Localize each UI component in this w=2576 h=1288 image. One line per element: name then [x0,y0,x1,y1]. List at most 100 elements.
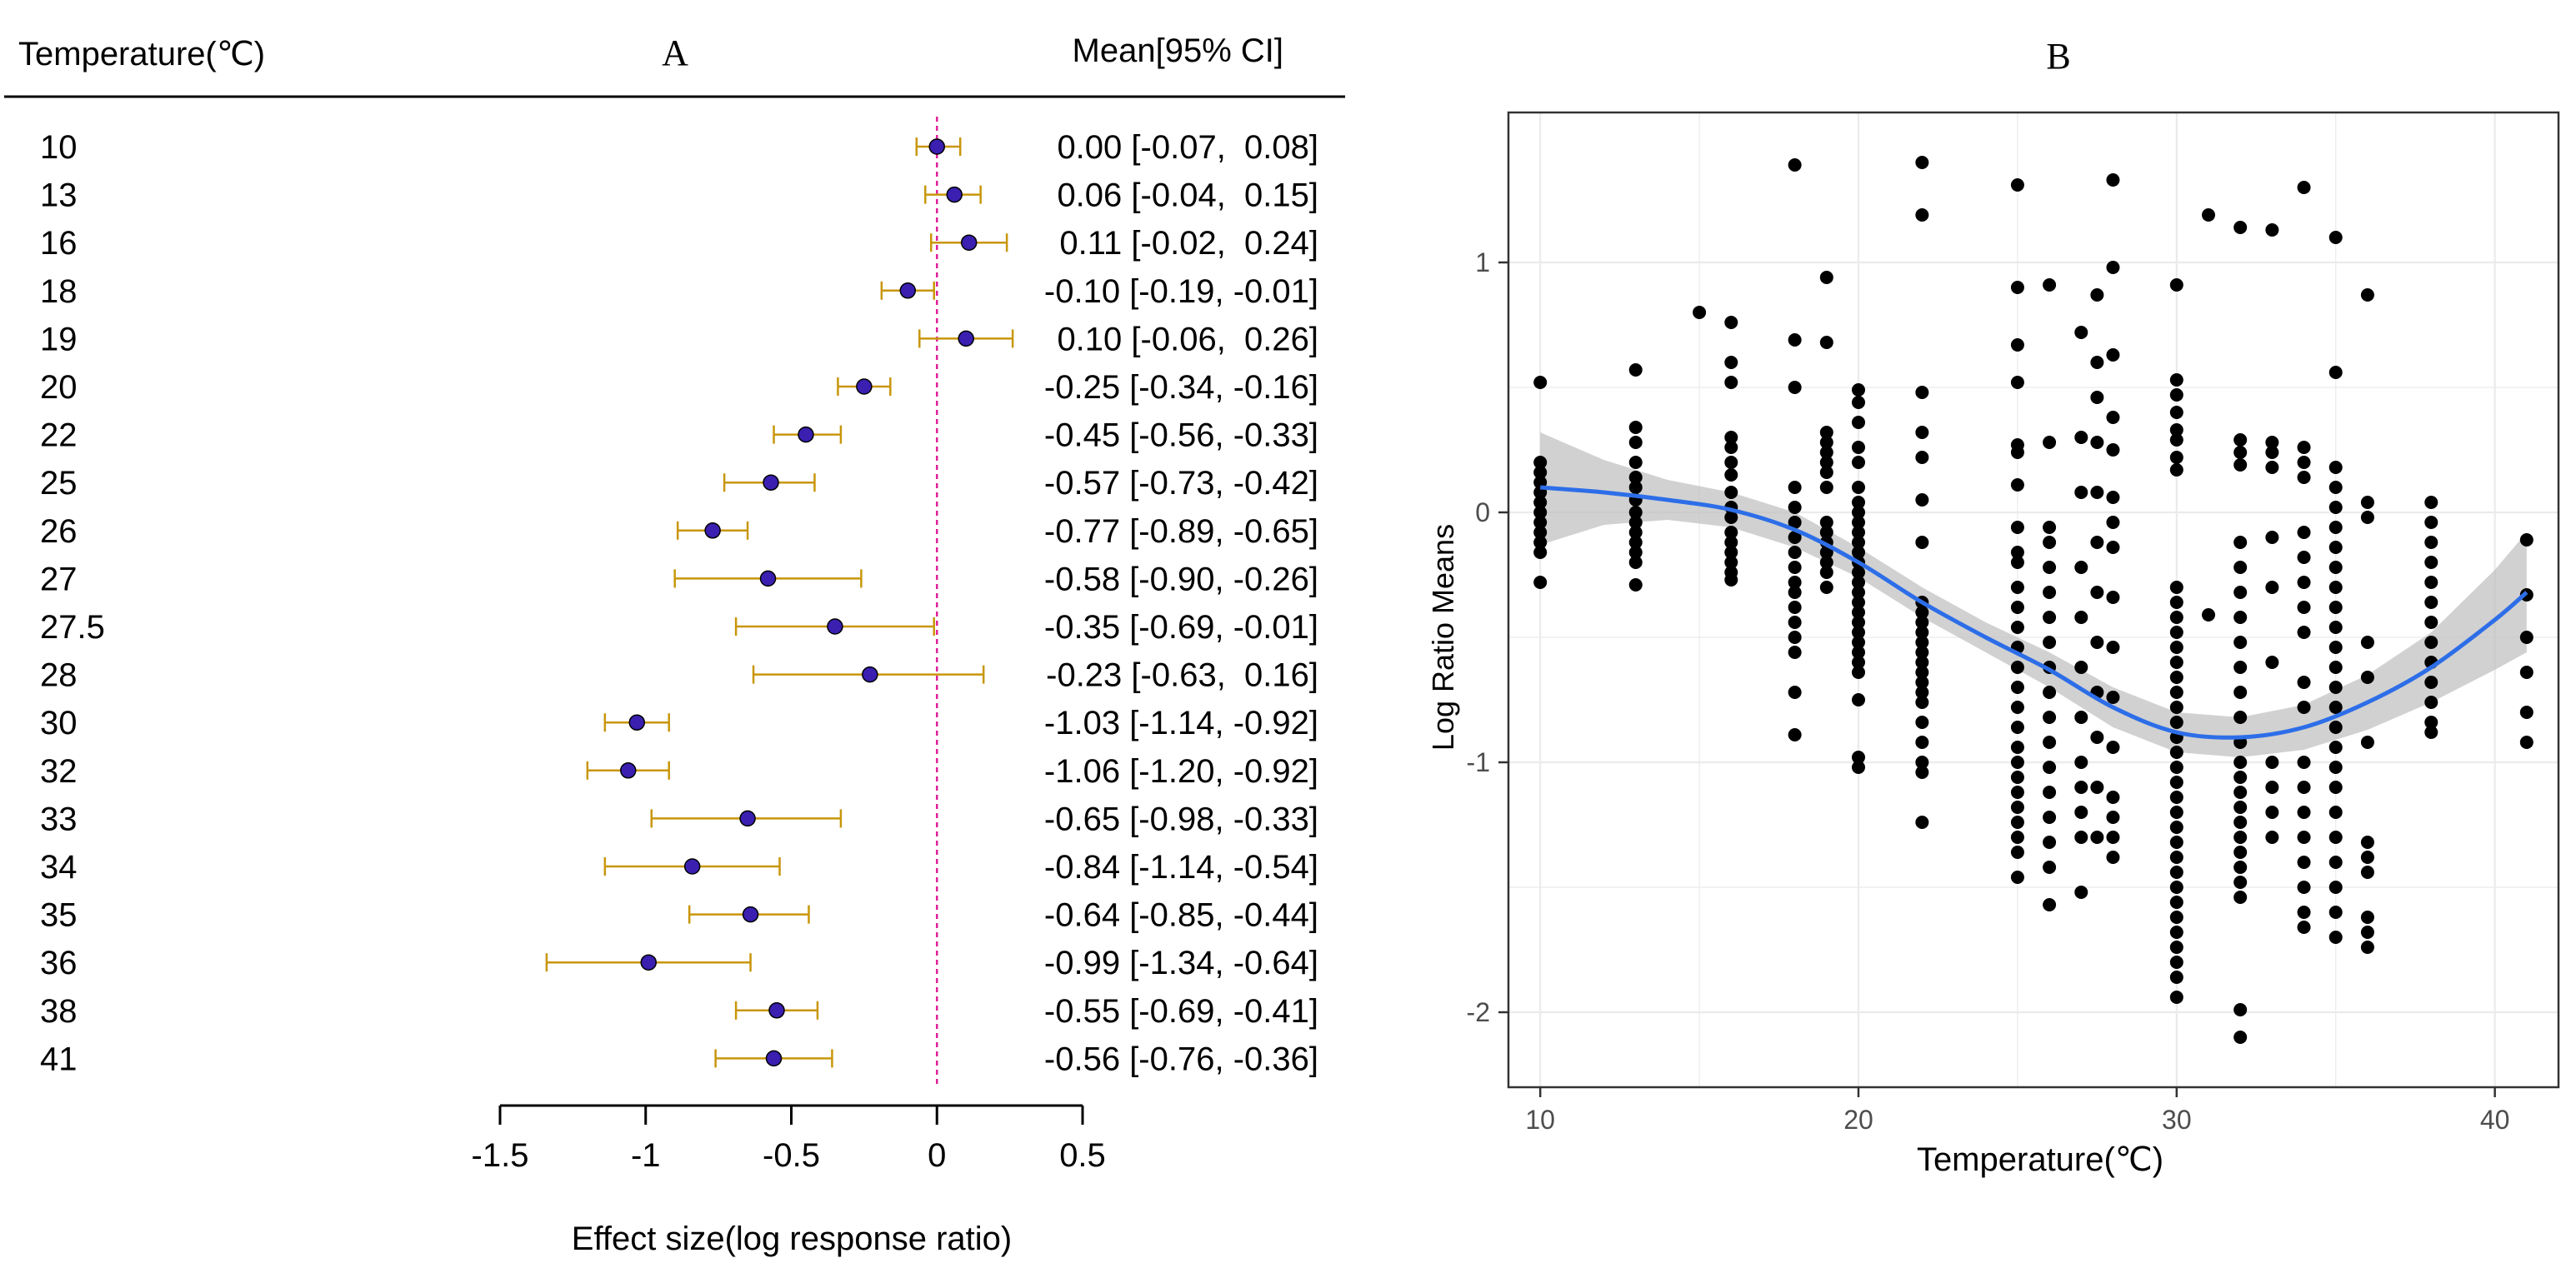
forest-row-label: 18 [40,273,78,310]
scatter-point [2328,601,2343,614]
scatter-point [1724,536,1738,549]
scatter-point [1724,376,1738,389]
scatter-point [2074,711,2088,724]
scatter-point [1915,451,1929,464]
forest-x-tick-label: -1.5 [472,1137,529,1174]
forest-row-label: 25 [40,465,78,502]
scatter-point [2010,831,2024,844]
scatter-point [2169,423,2183,437]
scatter-point [2233,221,2248,234]
scatter-point [1852,456,1865,469]
scatter-point [2233,661,2248,674]
scatter-point [2106,491,2120,504]
scatter-point [2328,806,2343,819]
scatter-point [2043,611,2057,624]
scatter-point [1915,616,1929,629]
scatter-point [2106,411,2120,424]
scatter-point [2090,586,2104,599]
forest-mean-point [763,474,779,491]
scatter-point [2169,701,2183,714]
scatter-point [2169,406,2183,419]
scatter-point [2010,281,2024,294]
scatter-point [2169,866,2183,879]
scatter-point [1819,436,1833,449]
scatter-point [1852,596,1865,609]
scatter-point [2424,696,2438,709]
scatter-point [1628,456,1643,469]
scatter-point [2169,463,2183,477]
scatter-point [2424,576,2438,589]
scatter-x-tick-label: 40 [2480,1105,2510,1135]
scatter-point [2328,521,2343,534]
scatter-point [1852,416,1865,429]
scatter-point [2169,791,2183,804]
scatter-point [1788,686,1802,699]
forest-row-label: 35 [40,897,78,934]
scatter-plot-panel: B 10 20 30 40 10-1-2 Temperature(℃) Log Rat… [1426,36,2560,1178]
scatter-point [1724,573,1738,587]
forest-row-mean-ci: -0.65 [-0.98, -0.33] [1044,801,1318,837]
scatter-point [2233,636,2248,649]
scatter-point [2106,831,2120,844]
scatter-point [1819,566,1833,579]
forest-mean-point [683,858,701,875]
scatter-point [1788,561,1802,574]
scatter-point [2424,716,2438,729]
scatter-y-tick-label: -1 [1467,747,1490,777]
scatter-point [2043,811,2057,824]
scatter-point [1852,441,1865,454]
scatter-point [2090,356,2104,369]
scatter-point [1852,761,1865,774]
scatter-point [2328,741,2343,754]
scatter-x-tick-label: 10 [1525,1105,1555,1135]
scatter-point [2074,561,2088,574]
forest-row: 26 -0.77 [-0.89, -0.65] [40,513,1318,550]
forest-row: 30 -1.03 [-1.14, -0.92] [40,705,1318,741]
scatter-point [2010,621,2024,634]
scatter-point [1819,526,1833,539]
scatter-point [2043,586,2057,599]
scatter-point [2297,676,2311,689]
forest-x-tick-label: 0 [928,1137,946,1174]
scatter-point [2297,601,2311,614]
scatter-point [2090,288,2104,302]
scatter-point [1819,456,1833,469]
forest-row-mean-ci: 0.11 [-0.02, 0.24] [1059,225,1318,262]
scatter-point [2169,911,2183,924]
scatter-point [1724,556,1738,569]
scatter-point [1533,456,1548,469]
scatter-point [1852,546,1865,559]
scatter-point [1915,666,1929,679]
forest-mean-point [759,570,777,587]
scatter-point [1724,511,1738,524]
scatter-point [2043,278,2057,292]
scatter-point [2169,991,2183,1004]
scatter-point [2360,866,2374,879]
scatter-point [2233,846,2248,859]
scatter-point [1915,696,1929,709]
scatter-point [1915,766,1929,779]
scatter-point [2106,173,2120,187]
scatter-point [1819,581,1833,594]
scatter-point [1788,586,1802,599]
scatter-point [2074,326,2088,339]
forest-row-label: 41 [40,1041,78,1077]
scatter-point [2074,431,2088,444]
forest-row-label: 28 [40,657,78,694]
scatter-point [2074,806,2088,819]
forest-row: 33 -0.65 [-0.98, -0.33] [40,801,1318,837]
forest-header-temperature: Temperature(℃) [18,36,265,72]
scatter-point [2010,521,2024,534]
scatter-point [1628,436,1643,449]
scatter-point [1628,506,1643,519]
scatter-panel-label: B [2046,36,2070,77]
forest-row-label: 32 [40,753,78,790]
forest-panel-label: A [662,32,688,73]
scatter-point [2010,756,2024,769]
scatter-point [2010,446,2024,459]
scatter-point [1852,526,1865,539]
forest-row-label: 26 [40,513,78,550]
forest-row-mean-ci: -1.06 [-1.20, -0.92] [1044,753,1318,790]
scatter-point [1852,646,1865,659]
scatter-point [1852,566,1865,579]
